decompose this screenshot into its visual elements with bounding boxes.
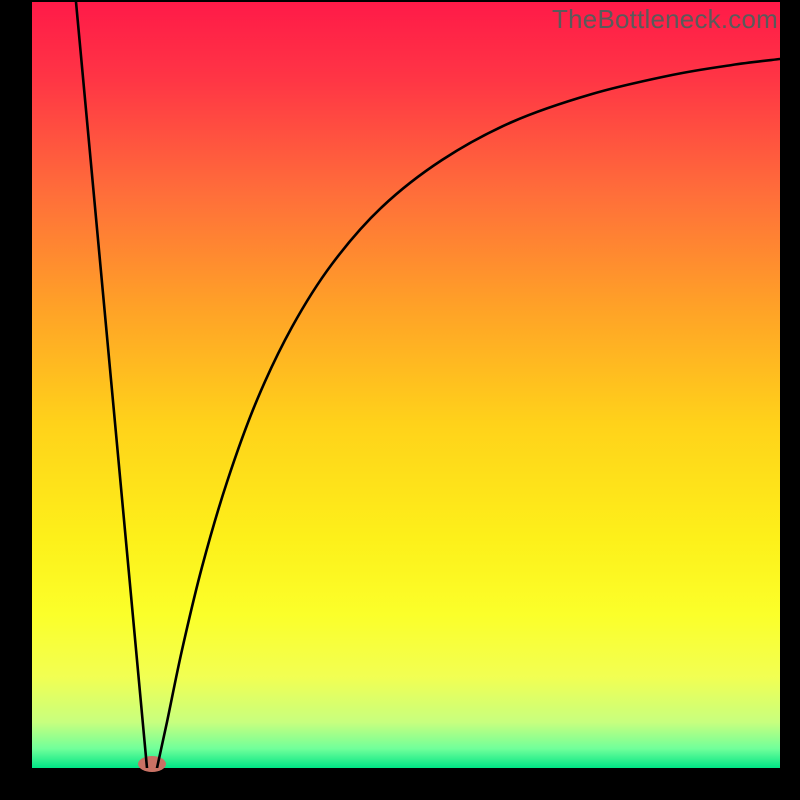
bottleneck-curve [32, 2, 780, 768]
watermark-text: TheBottleneck.com [552, 4, 778, 35]
plot-area [32, 2, 780, 768]
